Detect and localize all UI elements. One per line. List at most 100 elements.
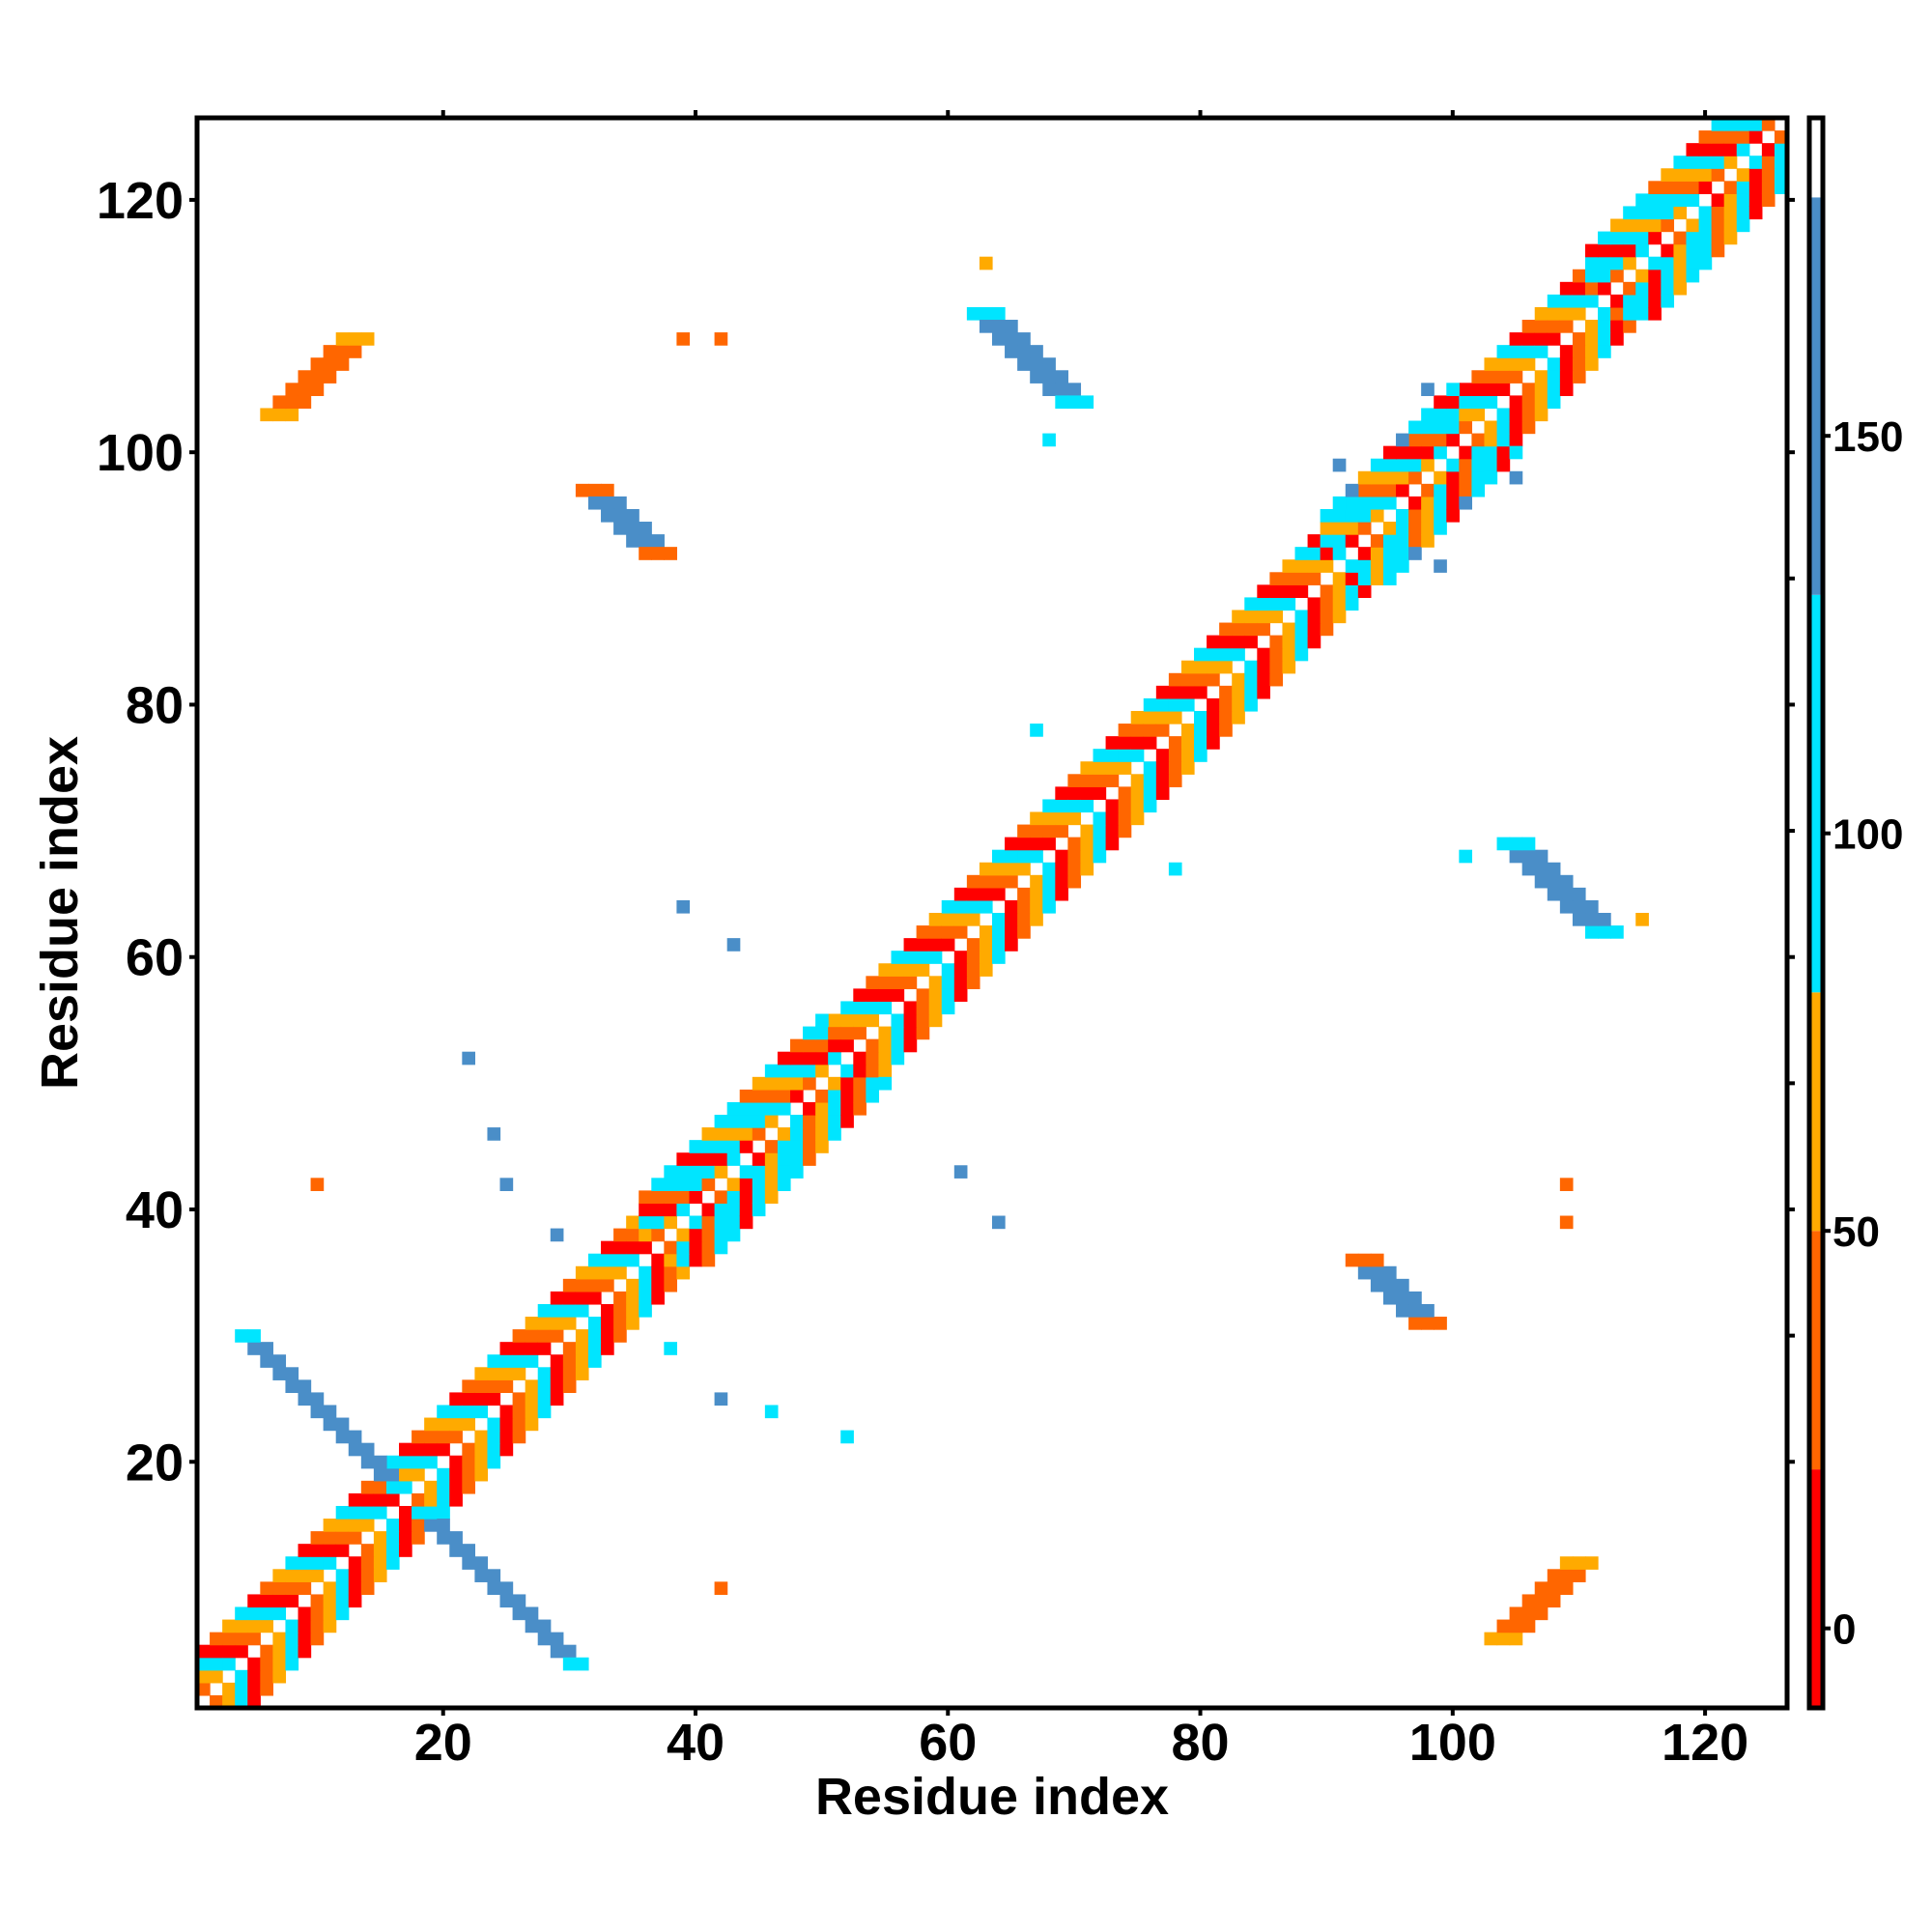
heatmap-cell [1421,408,1435,422]
heatmap-cell [474,1405,489,1419]
heatmap-cell [953,963,968,977]
heatmap-cell [1307,559,1321,573]
heatmap-cell [1509,357,1523,371]
heatmap-cell [1269,672,1284,687]
heatmap-cell [399,1467,412,1482]
heatmap-cell [1434,445,1447,460]
heatmap-cell [1307,547,1321,560]
heatmap-cell [399,1531,412,1545]
heatmap-cell [701,1203,716,1217]
heatmap-cell [512,1342,526,1355]
heatmap-cell [323,1405,337,1419]
heatmap-cell [1257,584,1270,599]
heatmap-cell [1547,320,1561,333]
heatmap-cell [575,1291,589,1305]
heatmap-cell [260,1682,273,1696]
heatmap-cell [424,1417,438,1432]
heatmap-cell [1055,874,1068,889]
heatmap-cell [828,1038,841,1053]
heatmap-cell [739,1165,753,1179]
heatmap-cell [1396,559,1409,573]
heatmap-cell [1320,597,1334,611]
heatmap-cell [701,1253,716,1267]
heatmap-cell [247,1606,261,1621]
heatmap-cell [1118,736,1132,750]
heatmap-cell [562,1657,577,1671]
heatmap-cell [789,1152,804,1166]
heatmap-cell [412,1467,425,1482]
heatmap-cell [739,1215,753,1230]
heatmap-cell [272,1644,287,1659]
heatmap-cell [1408,547,1422,560]
heatmap-cell [1269,584,1284,599]
heatmap-cell [928,976,943,989]
heatmap-cell [1168,761,1182,775]
heatmap-cell [815,1089,829,1103]
heatmap-cell [1042,433,1056,447]
heatmap-cell [992,874,1006,889]
heatmap-cell [235,1682,248,1696]
heatmap-cell [1244,685,1258,699]
heatmap-cell [916,1013,930,1028]
heatmap-cell [1382,496,1397,510]
heatmap-cell [626,1253,639,1267]
heatmap-cell [449,1531,463,1545]
heatmap-cell [1598,243,1611,258]
heatmap-cell [903,1026,918,1040]
heatmap-cell [1711,143,1725,156]
heatmap-cell [601,1278,614,1293]
heatmap-cell [1244,697,1258,712]
heatmap-cell [878,1064,893,1078]
heatmap-cell [739,1115,753,1128]
heatmap-cell [1584,357,1599,371]
heatmap-cell [1005,925,1018,939]
heatmap-cell [903,1013,918,1028]
heatmap-cell [1105,837,1120,851]
heatmap-cell [1635,193,1649,208]
heatmap-cell [1434,483,1447,497]
heatmap-cell [348,332,362,346]
heatmap-cell [360,1455,375,1469]
heatmap-cell [1598,320,1611,333]
heatmap-cell [828,1026,841,1040]
heatmap-cell [1257,597,1270,611]
heatmap-cell [550,1632,564,1646]
heatmap-cell [1382,522,1397,535]
heatmap-cell [1143,697,1157,712]
heatmap-cell [247,1657,261,1671]
heatmap-cell [1042,357,1056,371]
heatmap-cell [639,534,652,548]
heatmap-cell [1547,1594,1561,1608]
heatmap-cell [1723,231,1738,245]
heatmap-cell [323,1606,337,1621]
heatmap-cell [1030,824,1043,838]
heatmap-cell [335,1594,350,1608]
heatmap-cell [803,1115,816,1128]
heatmap-cell [840,1115,854,1128]
heatmap-cell [1774,168,1788,182]
heatmap-cell [1155,774,1170,787]
heatmap-cell [714,1165,728,1179]
heatmap-cell [613,1303,627,1318]
heatmap-cell [664,1342,678,1355]
heatmap-cell [1396,1303,1409,1318]
heatmap-cell [815,1064,829,1078]
heatmap-cell [1661,256,1675,270]
heatmap-cell [689,1152,703,1166]
heatmap-cell [866,1038,880,1053]
heatmap-cell [840,1089,854,1103]
heatmap-cell [348,1505,362,1520]
heatmap-cell [726,1140,741,1153]
heatmap-cell [815,1140,829,1153]
heatmap-cell [626,1228,639,1242]
heatmap-cell [1067,862,1082,876]
heatmap-cell [928,925,943,939]
heatmap-cell [1232,685,1245,699]
heatmap-cell [928,938,943,952]
heatmap-cell [1194,647,1208,662]
heatmap-cell [1736,181,1750,194]
heatmap-cell [310,1619,325,1634]
heatmap-cell [360,1544,375,1557]
heatmap-cell [626,1215,639,1230]
heatmap-cell [992,306,1006,321]
